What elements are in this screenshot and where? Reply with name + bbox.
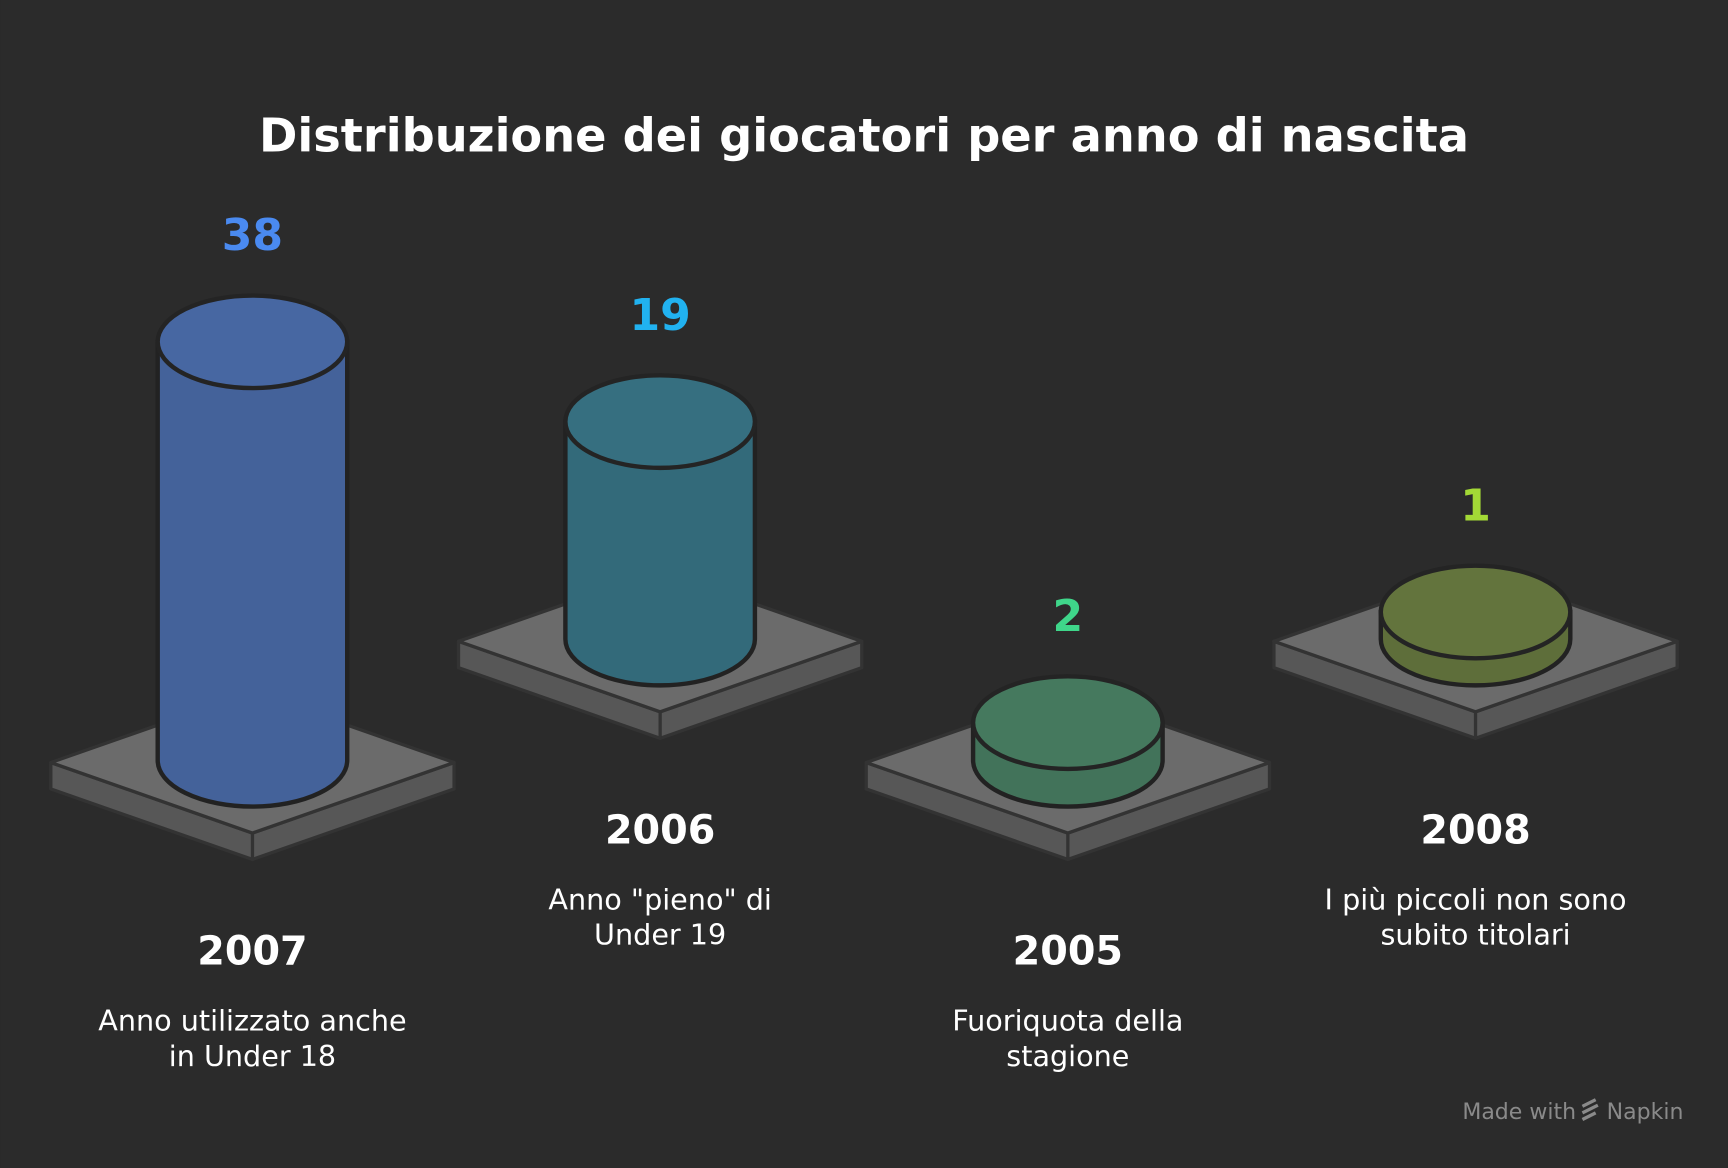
cylinder-body [155,339,350,809]
description: Fuoriquota della [952,1004,1183,1038]
description: Anno utilizzato anche [98,1004,406,1038]
cylinder-top [970,674,1165,772]
value-label: 1 [1460,480,1491,531]
cylinder-top [1378,563,1573,661]
category-label: 2005 [1013,929,1123,975]
description: in Under 18 [169,1039,336,1073]
napkin-logo [1581,1098,1599,1121]
value-label: 2 [1053,591,1084,642]
chart-title: Distribuzione dei giocatori per anno di … [259,108,1469,162]
footer-brand: Napkin [1607,1100,1684,1125]
value-label: 38 [222,210,283,261]
category-label: 2008 [1420,808,1530,854]
description: subito titolari [1380,918,1570,952]
cylinder-top [563,373,758,471]
category-label: 2006 [605,808,715,854]
value-label: 19 [629,290,690,341]
footer-text: Made with [1462,1100,1576,1125]
description: stagione [1006,1039,1129,1073]
cylinder-top [155,293,350,391]
category-label: 2007 [197,929,307,975]
description: I più piccoli non sono [1325,882,1627,916]
description: Anno "pieno" di [548,882,771,916]
cylinder-body [563,419,758,688]
description: Under 19 [594,918,726,952]
